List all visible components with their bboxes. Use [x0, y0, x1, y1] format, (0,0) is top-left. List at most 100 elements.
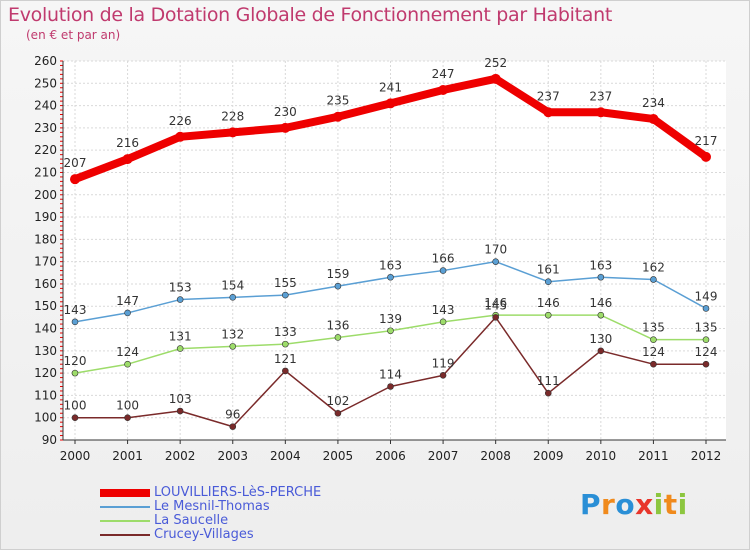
y-tick-label: 250: [34, 76, 57, 90]
y-tick-label: 230: [34, 121, 57, 135]
data-label: 135: [642, 321, 665, 335]
legend-swatch: [100, 489, 150, 497]
data-label: 146: [537, 296, 560, 310]
data-label: 217: [695, 134, 718, 148]
data-label: 139: [379, 312, 402, 326]
data-point: [597, 273, 605, 281]
data-point: [702, 336, 710, 343]
data-point: [439, 318, 447, 326]
legend-label: Le Mesnil-Thomas: [154, 499, 270, 514]
data-label: 119: [432, 356, 455, 370]
data-point: [176, 296, 184, 303]
y-tick-label: 200: [34, 188, 57, 202]
data-point: [387, 383, 394, 390]
data-point: [438, 84, 449, 95]
data-point: [650, 336, 657, 343]
data-point: [332, 111, 343, 122]
data-label: 143: [64, 303, 87, 317]
y-tick-label: 170: [34, 255, 57, 269]
data-point: [492, 258, 499, 265]
data-label: 135: [695, 321, 718, 335]
data-label: 124: [642, 345, 665, 359]
data-point: [229, 423, 237, 430]
data-point: [229, 294, 237, 301]
y-tick-label: 210: [34, 165, 57, 179]
data-point: [701, 151, 711, 162]
data-point: [124, 414, 131, 422]
legend-item: Le Mesnil-Thomas: [100, 500, 321, 514]
data-label: 124: [116, 345, 139, 359]
data-point: [124, 360, 131, 368]
data-point: [544, 389, 552, 397]
x-tick-label: 2000: [60, 449, 91, 463]
data-point: [439, 372, 447, 379]
data-label: 130: [589, 332, 612, 346]
data-label: 124: [695, 345, 718, 359]
data-label: 230: [274, 105, 297, 119]
legend-label: Crucey-Villages: [154, 527, 254, 542]
y-tick-label: 240: [34, 99, 57, 113]
y-tick-label: 100: [34, 411, 57, 425]
plot-area: [63, 61, 726, 440]
data-point: [385, 98, 396, 109]
data-point: [71, 414, 79, 422]
x-tick-label: 2008: [480, 449, 511, 463]
x-tick-label: 2003: [217, 449, 248, 463]
x-tick-label: 2010: [586, 449, 617, 463]
data-label: 252: [484, 56, 507, 70]
legend-item: La Saucelle: [100, 514, 321, 528]
data-label: 237: [537, 89, 560, 103]
data-label: 247: [432, 67, 455, 81]
data-point: [597, 347, 605, 355]
data-label: 96: [225, 408, 240, 422]
data-label: 155: [274, 276, 297, 290]
data-label: 154: [221, 278, 244, 292]
y-tick-label: 190: [34, 210, 57, 224]
data-point: [70, 174, 80, 185]
data-label: 146: [589, 296, 612, 310]
data-label: 234: [642, 96, 665, 110]
y-tick-label: 120: [34, 366, 57, 380]
data-point: [544, 311, 552, 319]
x-tick-label: 2011: [638, 449, 669, 463]
data-label: 235: [326, 94, 349, 108]
data-label: 131: [169, 330, 192, 344]
data-point: [543, 107, 554, 118]
y-tick-label: 140: [34, 322, 57, 336]
data-point: [387, 273, 394, 281]
data-point: [71, 318, 79, 326]
data-point: [650, 360, 657, 368]
data-point: [492, 314, 499, 321]
data-label: 241: [379, 80, 402, 94]
legend-label: La Saucelle: [154, 513, 229, 528]
data-point: [648, 113, 659, 124]
data-label: 136: [326, 318, 349, 332]
data-label: 147: [116, 294, 139, 308]
legend-swatch: [100, 506, 150, 508]
data-label: 228: [221, 109, 244, 123]
data-point: [176, 345, 184, 352]
chart-subtitle: (en € et par an): [26, 28, 121, 42]
data-point: [597, 311, 605, 319]
data-label: 145: [484, 298, 507, 312]
y-tick-label: 90: [42, 433, 57, 447]
data-point: [229, 343, 237, 350]
data-label: 207: [64, 156, 87, 170]
data-label: 216: [116, 136, 139, 150]
data-point: [282, 291, 289, 299]
data-point: [650, 276, 657, 283]
legend-item: Crucey-Villages: [100, 528, 321, 542]
data-point: [334, 282, 342, 290]
data-label: 153: [169, 281, 192, 295]
data-label: 120: [64, 354, 87, 368]
data-point: [490, 73, 501, 84]
y-tick-label: 220: [34, 143, 57, 157]
data-point: [227, 127, 238, 138]
data-label: 103: [169, 392, 192, 406]
data-label: 100: [64, 399, 87, 413]
data-label: 114: [379, 367, 402, 381]
data-point: [175, 131, 186, 142]
data-label: 166: [432, 252, 455, 266]
data-label: 100: [116, 399, 139, 413]
data-point: [334, 409, 342, 417]
